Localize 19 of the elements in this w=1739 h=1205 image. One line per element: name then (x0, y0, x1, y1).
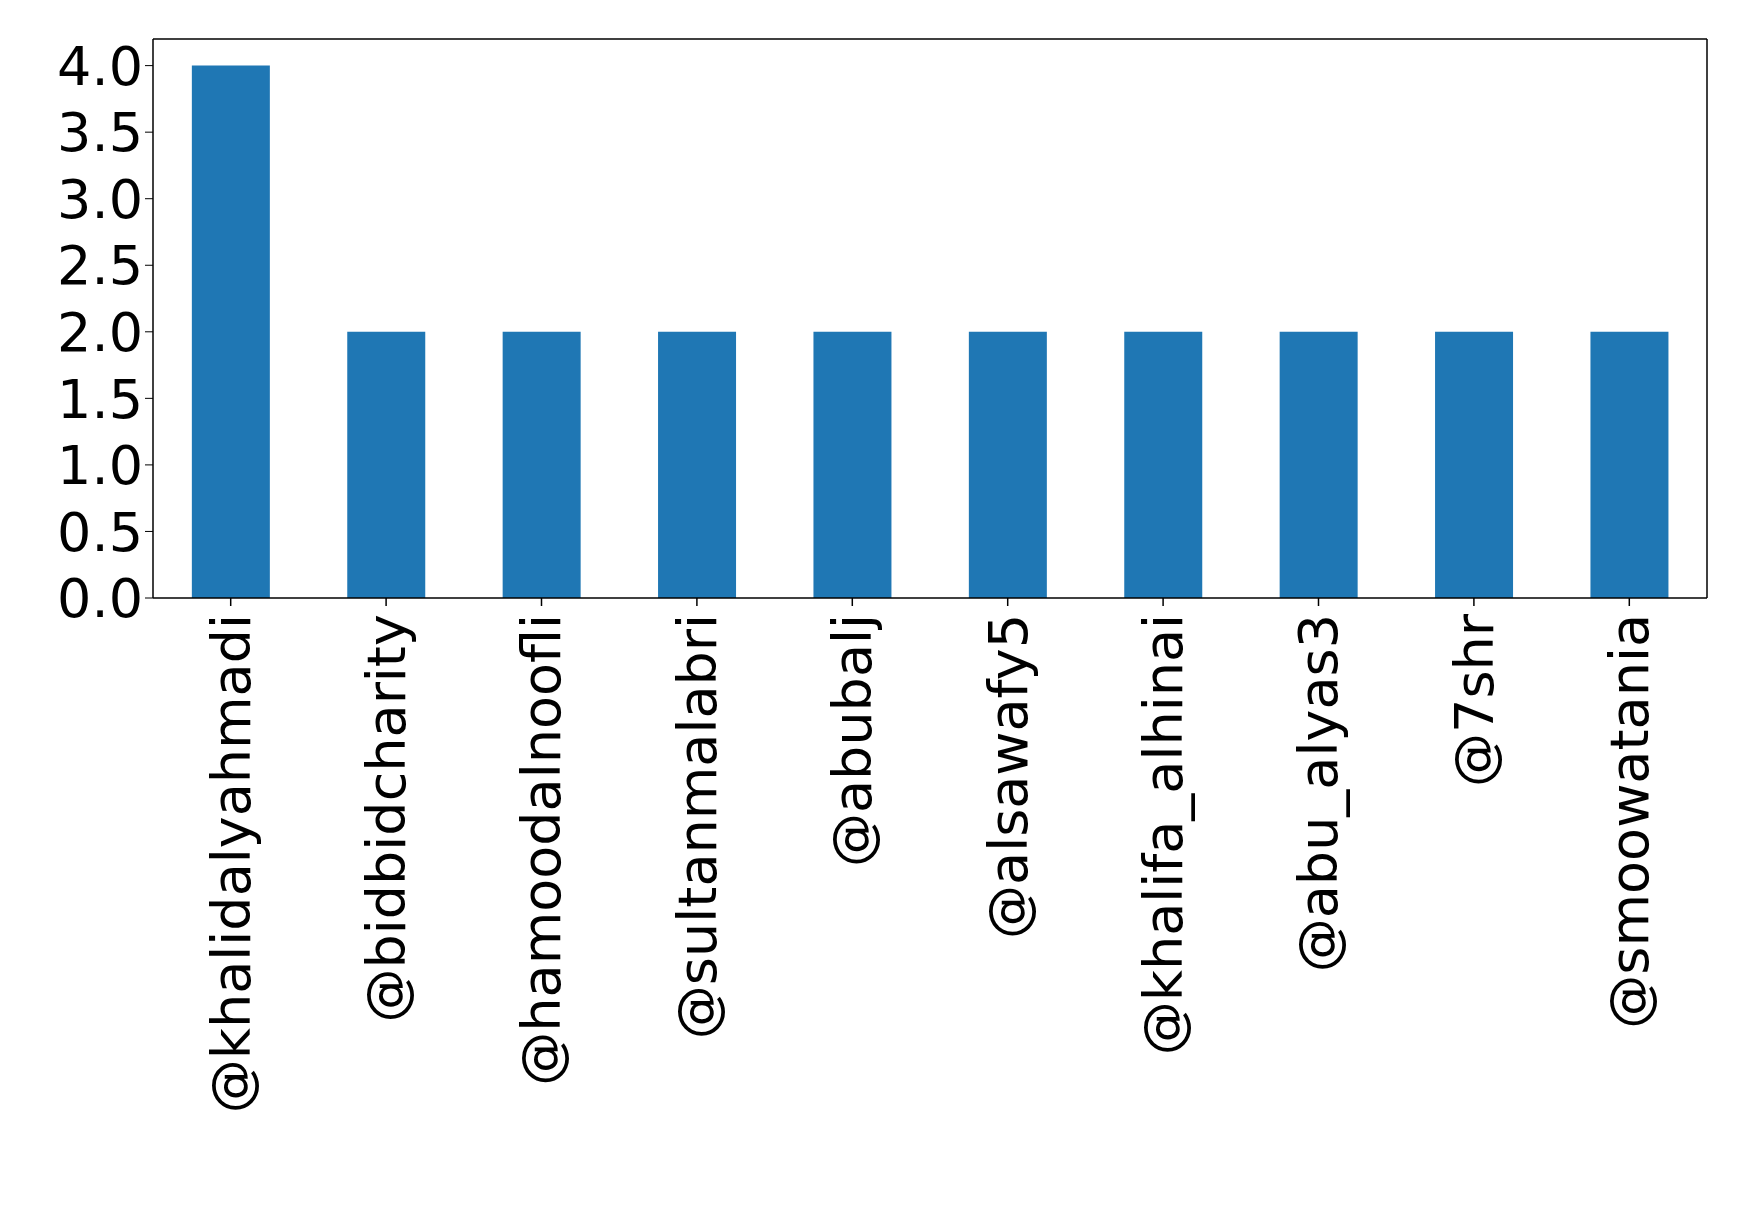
y-tick-label: 3.5 (57, 101, 143, 165)
x-tick-label: @sultanmalabri (665, 614, 729, 1040)
x-tick-label: @hamoodalnoofli (510, 614, 574, 1086)
y-tick-label: 2.0 (57, 300, 143, 364)
x-tick-label: @khalifa_alhinai (1132, 614, 1195, 1056)
y-tick-label: 1.0 (57, 434, 143, 498)
y-tick-label: 4.0 (57, 34, 143, 98)
x-tick-label: @khalidalyahmadi (199, 614, 263, 1114)
x-tick-label: @alsawafy5 (976, 614, 1040, 939)
y-tick-label: 2.5 (57, 234, 143, 298)
y-tick-label: 0.0 (57, 567, 143, 631)
x-tick-label: @smoowatania (1598, 614, 1662, 1029)
y-tick-label: 0.5 (57, 500, 143, 564)
y-tick-label: 1.5 (57, 367, 143, 431)
x-tick-label: @7shr (1442, 613, 1506, 787)
x-tick-label: @abubalj (821, 614, 885, 867)
x-tick-label: @abu_alyas3 (1287, 614, 1351, 973)
y-tick-label: 3.0 (57, 167, 143, 231)
x-tick-label: @bidbidcharity (355, 614, 418, 1023)
